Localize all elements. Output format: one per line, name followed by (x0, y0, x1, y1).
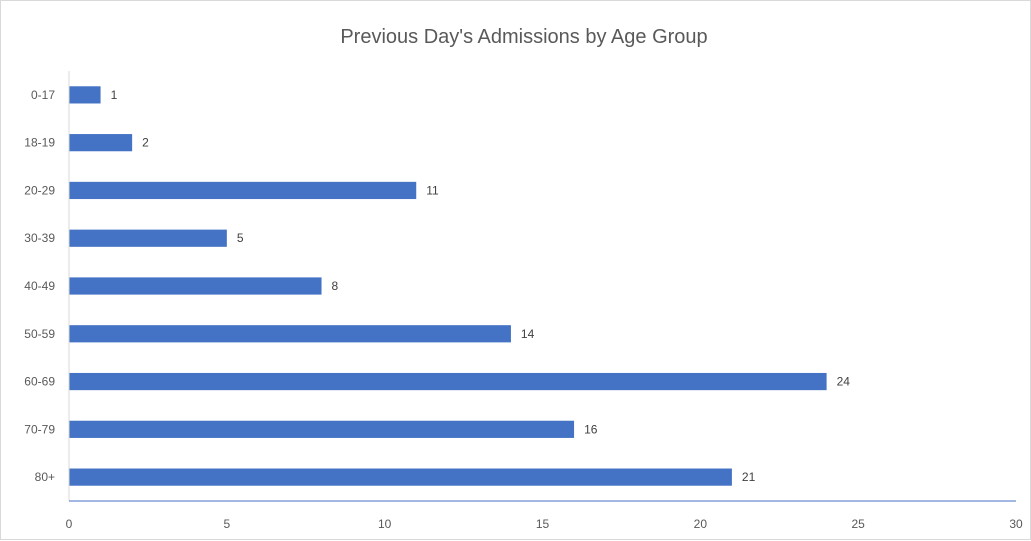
x-tick-10: 10 (378, 517, 392, 531)
x-axis-ticks: 0 5 10 15 20 25 30 (66, 517, 1023, 531)
x-tick-25: 25 (851, 517, 865, 531)
value-label-50-59: 14 (521, 327, 535, 341)
category-label-20-29: 20-29 (24, 183, 55, 197)
bar-50-59 (69, 325, 511, 343)
value-label-20-29: 11 (426, 183, 439, 197)
value-label-80+: 21 (742, 470, 756, 484)
category-label-18-19: 18-19 (24, 136, 55, 150)
category-label-40-49: 40-49 (24, 279, 55, 293)
x-tick-15: 15 (536, 517, 550, 531)
category-label-30-39: 30-39 (24, 231, 55, 245)
x-tick-30: 30 (1009, 517, 1023, 531)
category-label-60-69: 60-69 (24, 375, 55, 389)
value-label-40-49: 8 (332, 279, 339, 293)
category-label-70-79: 70-79 (24, 422, 55, 436)
category-labels: 0-17 18-19 20-29 30-39 40-49 50-59 60-69 70-79 8… (24, 88, 55, 484)
bars-group (69, 86, 827, 486)
bar-70-79 (69, 420, 575, 438)
bar-60-69 (69, 372, 827, 391)
value-labels: 1 2 11 5 8 14 24 16 21 (111, 88, 851, 484)
category-label-80+: 80+ (35, 470, 55, 484)
bar-30-39 (69, 229, 227, 247)
chart-title: Previous Day's Admissions by Age Group (340, 26, 707, 48)
value-label-60-69: 24 (837, 375, 851, 389)
bar-0-17 (69, 86, 101, 104)
bar-20-29 (69, 181, 417, 200)
value-label-70-79: 16 (584, 422, 598, 436)
value-label-30-39: 5 (237, 231, 244, 245)
category-label-50-59: 50-59 (24, 327, 55, 341)
category-label-0-17: 0-17 (31, 88, 55, 102)
x-tick-20: 20 (694, 517, 708, 531)
bar-40-49 (69, 277, 322, 295)
x-tick-0: 0 (66, 517, 73, 531)
value-label-0-17: 1 (111, 88, 118, 102)
bar-80+ (69, 468, 732, 486)
value-label-18-19: 2 (142, 136, 149, 150)
bar-18-19 (69, 134, 133, 152)
x-tick-5: 5 (223, 517, 230, 531)
